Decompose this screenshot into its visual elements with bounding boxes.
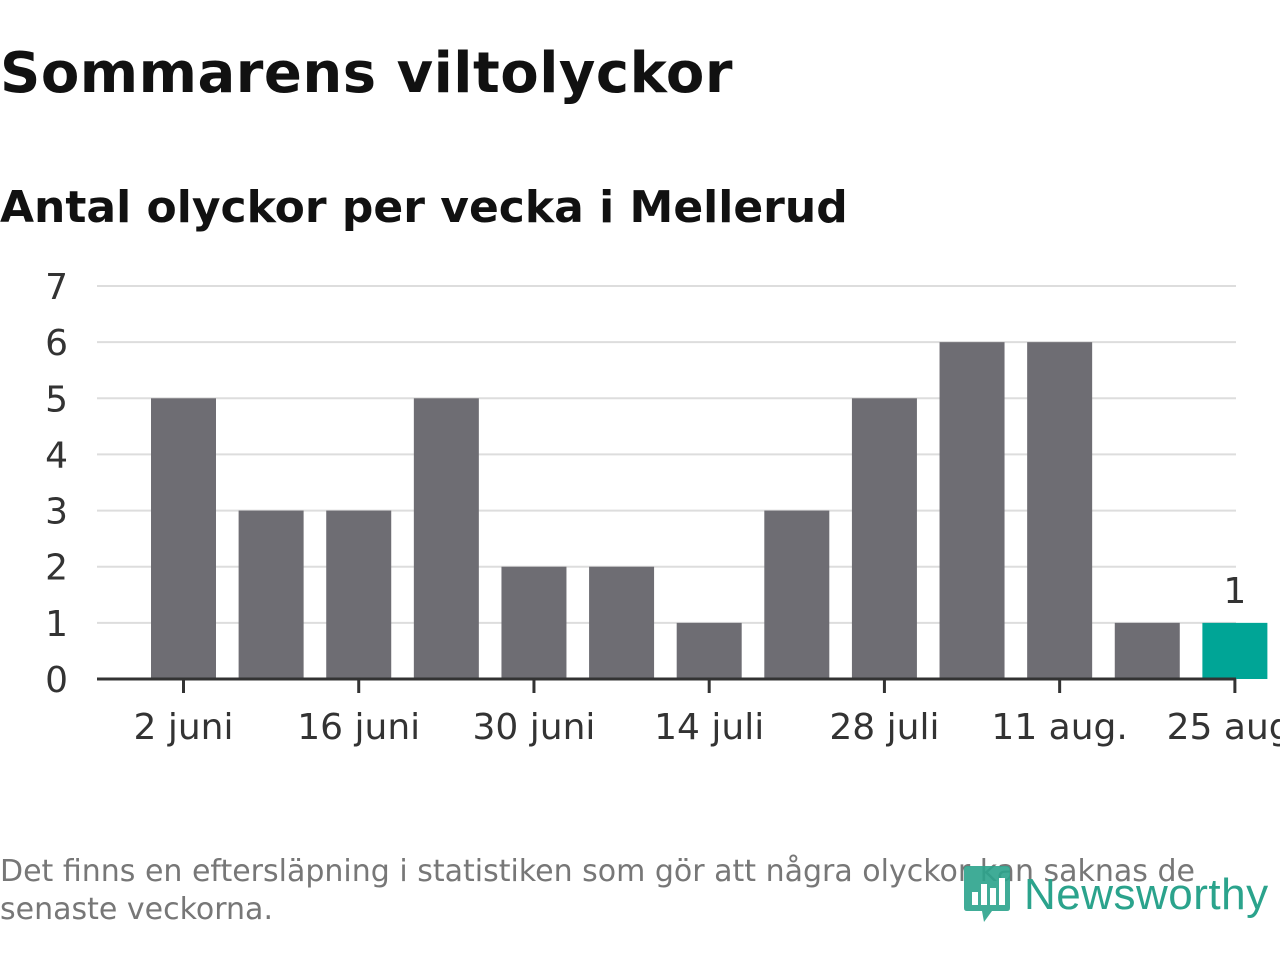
bar xyxy=(326,510,392,679)
x-tick-label: 2 juni xyxy=(134,707,234,748)
y-tick-label: 7 xyxy=(45,267,68,308)
bar xyxy=(1114,622,1180,679)
bar xyxy=(413,398,479,679)
y-tick-label: 0 xyxy=(45,660,68,701)
bar xyxy=(589,566,655,679)
brand-logo: Newsworthy xyxy=(962,860,1269,930)
bar xyxy=(851,398,917,679)
y-axis-ticks: 0 1 2 3 4 5 6 7 xyxy=(45,267,68,701)
data-labels: 1 xyxy=(1223,571,1246,612)
x-axis: 2 juni 16 juni 30 juni 14 juli 28 juli 11 aug… xyxy=(97,677,1280,748)
y-tick-label: 6 xyxy=(45,323,68,364)
bar-highlight xyxy=(1202,622,1268,679)
bar xyxy=(939,342,1005,679)
bar-chart: 0 1 2 3 4 5 6 7 2 juni 16 juni 30 juni 14 juli 28 j… xyxy=(45,267,1280,748)
bars xyxy=(151,342,1268,679)
bar xyxy=(151,398,216,679)
bar xyxy=(1027,342,1093,679)
bar xyxy=(764,510,830,679)
x-tick-label: 30 juni xyxy=(473,707,596,748)
data-label-highlight: 1 xyxy=(1223,571,1246,612)
chart-title: Sommarens viltolyckor xyxy=(0,41,733,106)
y-tick-label: 3 xyxy=(45,492,68,533)
newsworthy-logo-icon xyxy=(962,862,1012,928)
bar xyxy=(238,510,304,679)
bar xyxy=(501,566,567,679)
x-tick-label: 16 juni xyxy=(297,707,420,748)
y-tick-label: 2 xyxy=(45,548,68,589)
y-tick-label: 4 xyxy=(45,435,68,476)
y-tick-label: 1 xyxy=(45,604,68,645)
bar xyxy=(676,622,742,679)
chart-subtitle: Antal olyckor per vecka i Mellerud xyxy=(0,182,848,233)
x-tick-label: 14 juli xyxy=(654,707,764,748)
brand-name: Newsworthy xyxy=(1024,870,1269,919)
x-tick-label: 11 aug. xyxy=(991,707,1127,748)
x-tick-label: 28 juli xyxy=(829,707,939,748)
y-tick-label: 5 xyxy=(45,379,68,420)
x-tick-label: 25 aug. xyxy=(1167,707,1280,748)
